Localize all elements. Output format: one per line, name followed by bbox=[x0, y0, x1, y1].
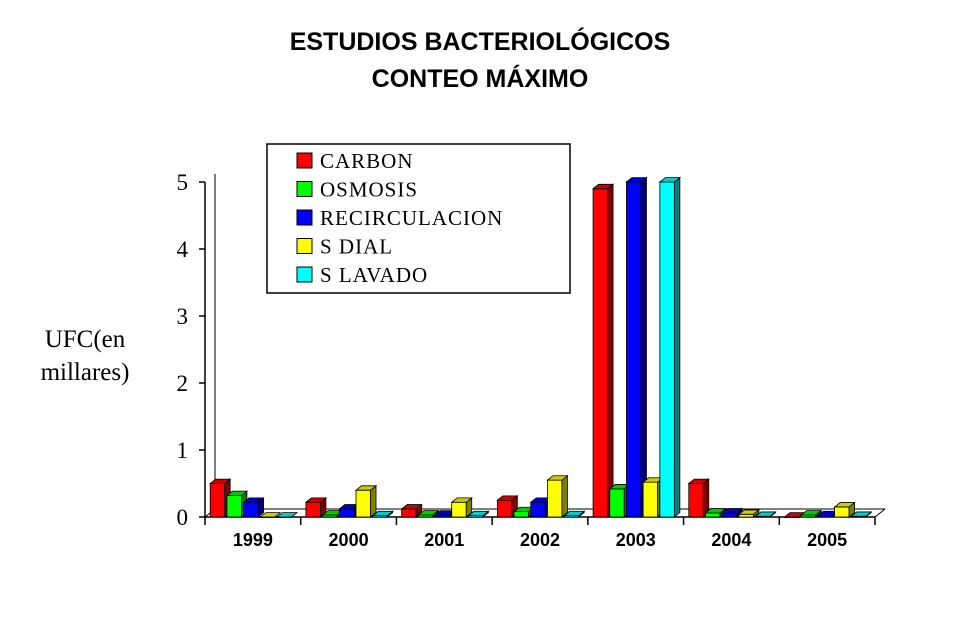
bar-s-lavado-2002 bbox=[563, 510, 586, 518]
x-tick-label: 2004 bbox=[711, 530, 751, 550]
legend-swatch bbox=[296, 238, 313, 254]
y-tick-label: 5 bbox=[177, 170, 189, 195]
bar-carbon-2001 bbox=[400, 503, 423, 518]
bar-s-lavado-2003 bbox=[658, 176, 682, 518]
bar-s-dial-2002 bbox=[546, 474, 569, 518]
bar-osmosis-2001 bbox=[417, 509, 440, 518]
x-tick-label: 2001 bbox=[424, 530, 464, 550]
legend-swatch bbox=[296, 181, 313, 197]
y-tick-label: 4 bbox=[177, 237, 189, 262]
y-tick-label: 1 bbox=[177, 438, 189, 463]
legend-label: RECIRCULACION bbox=[320, 206, 503, 230]
bar-s-dial-1999 bbox=[259, 512, 282, 518]
x-tick-label: 2002 bbox=[520, 530, 560, 550]
legend-label: S DIAL bbox=[320, 235, 393, 259]
y-tick-label: 3 bbox=[177, 304, 189, 329]
bar-s-dial-2004 bbox=[737, 509, 761, 518]
bar-recirculacion-2003 bbox=[625, 176, 648, 518]
bar-s-lavado-1999 bbox=[275, 512, 299, 518]
legend-box bbox=[266, 143, 571, 294]
bar-recirculacion-2005 bbox=[816, 510, 840, 518]
bar-s-lavado-2000 bbox=[371, 510, 394, 518]
bar-s-lavado-2005 bbox=[850, 511, 873, 518]
bar-carbon-2003 bbox=[591, 183, 615, 518]
x-tick-label: 2005 bbox=[807, 530, 847, 550]
bar-carbon-2000 bbox=[304, 497, 328, 518]
legend-swatch bbox=[296, 266, 313, 283]
bar-s-lavado-2001 bbox=[467, 510, 490, 518]
y-tick-label: 0 bbox=[177, 505, 189, 530]
x-tick-label: 2000 bbox=[329, 530, 369, 550]
bars bbox=[209, 176, 873, 518]
chart-title: ESTUDIOS BACTERIOLÓGICOS bbox=[290, 26, 671, 56]
legend-swatch bbox=[296, 209, 313, 226]
legend-label: S LAVADO bbox=[320, 263, 428, 287]
bar-s-dial-2001 bbox=[450, 497, 473, 518]
y-tick-label: 2 bbox=[177, 371, 189, 396]
bar-s-lavado-2004 bbox=[754, 511, 777, 518]
bar-recirculacion-1999 bbox=[242, 497, 265, 518]
legend: CARBON OSMOSIS RECIRCULACION S DIAL S LAVADO bbox=[266, 143, 571, 294]
bar-carbon-2002 bbox=[496, 495, 519, 518]
legend-swatch bbox=[296, 152, 313, 169]
chart-subtitle: CONTEO MÁXIMO bbox=[372, 64, 589, 93]
x-tick-label: 1999 bbox=[233, 530, 273, 550]
x-tick-label: 2003 bbox=[616, 530, 656, 550]
y-axis-label-line1: UFC(en bbox=[45, 326, 126, 353]
bar-s-dial-2000 bbox=[354, 484, 378, 518]
bar-s-dial-2005 bbox=[833, 501, 856, 518]
legend-label: CARBON bbox=[320, 149, 414, 173]
legend-label: OSMOSIS bbox=[320, 178, 418, 202]
bar-carbon-2004 bbox=[687, 478, 710, 518]
axes: 0 1 2 3 4 5 1999 2000 2001 2002 2003 2004 2005 bbox=[177, 170, 886, 550]
y-axis-label-line2: millares) bbox=[41, 359, 130, 386]
bar-recirculacion-2004 bbox=[721, 507, 744, 518]
